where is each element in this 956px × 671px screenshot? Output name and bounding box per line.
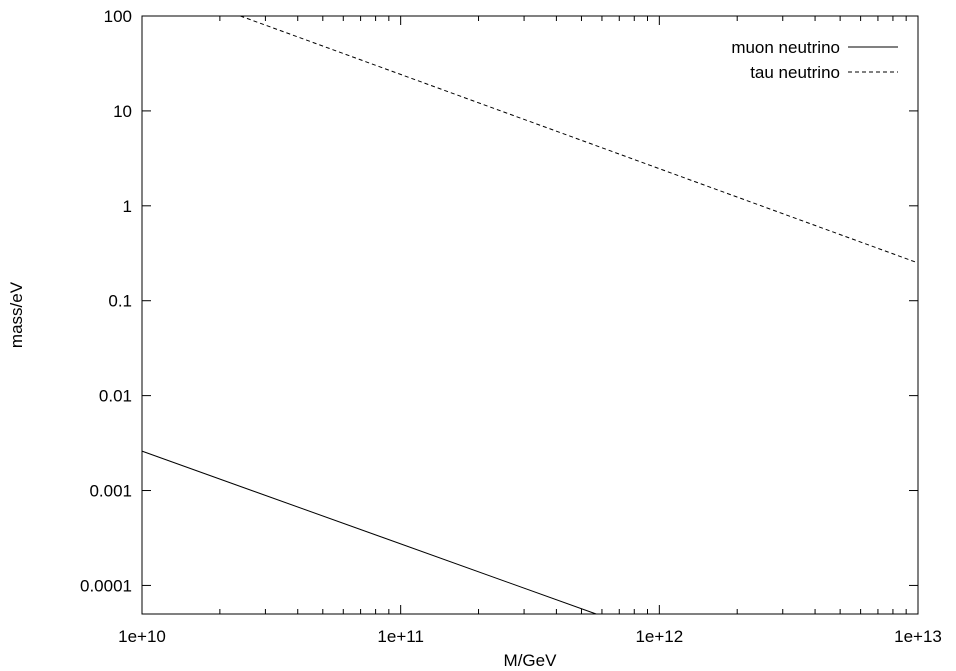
x-tick-label: 1e+12 — [635, 627, 683, 646]
y-tick-label: 0.001 — [89, 482, 132, 501]
series-line-tau-neutrino — [240, 15, 919, 264]
legend-label: tau neutrino — [750, 63, 840, 82]
y-axis-label: mass/eV — [7, 281, 26, 348]
series-line-muon-neutrino — [141, 450, 597, 615]
x-tick-label: 1e+11 — [377, 627, 423, 646]
tick-label-group: 1e+10 1e+11 1e+12 1e+13 0.0001 0.001 0.01 0.1 1 1… — [80, 7, 942, 646]
plot-frame — [141, 15, 919, 615]
y-tick-label: 0.01 — [99, 387, 132, 406]
x-tick-label: 1e+10 — [118, 627, 166, 646]
y-tick-label: 0.0001 — [80, 576, 132, 595]
legend: muon neutrino tau neutrino — [731, 38, 898, 82]
y-tick-label: 10 — [113, 102, 132, 121]
x-tick-label: 1e+13 — [894, 627, 942, 646]
y-tick-label: 1 — [123, 197, 132, 216]
tick-group — [141, 15, 919, 614]
series-group — [141, 15, 919, 615]
legend-label: muon neutrino — [731, 38, 840, 57]
y-tick-label: 0.1 — [108, 292, 132, 311]
y-tick-label: 100 — [104, 7, 132, 26]
x-axis-label: M/GeV — [504, 651, 558, 670]
